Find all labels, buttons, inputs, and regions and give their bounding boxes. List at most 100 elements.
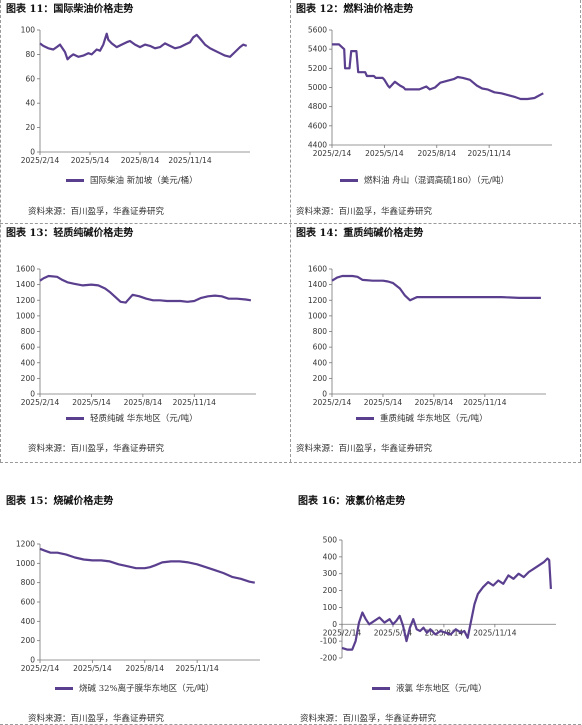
series-line (331, 274, 541, 302)
divider-horizontal (0, 462, 581, 463)
x-tick-label: 2025/2/14 (313, 398, 352, 407)
chart-panel-13: 图表 13：轻质纯碱价格走势 0 200 400 600 800 1000 1200 1400… (0, 224, 290, 459)
x-tick-label: 2025/5/14 (374, 628, 413, 637)
chart-panel-16: 图表 16：液氯价格走势 -200 -100 0 100 200 300 400 500 202… (292, 492, 582, 725)
chart-c15: 0 200 400 600 800 1000 1200 2025/2/14 2025/5/14 2… (16, 540, 260, 673)
y-tick-label: 1600 (16, 265, 35, 274)
x-tick-label: 2025/11/14 (173, 398, 216, 407)
series-line (332, 43, 544, 101)
chart-c12: 4400 4600 4800 5000 5200 5400 5600 2025/2/14 202… (308, 26, 552, 158)
y-tick-label: 800 (313, 327, 328, 336)
chart-title: 图表 15：烧碱价格走势 (6, 496, 114, 507)
y-tick-label: -100 (320, 637, 337, 646)
y-tick-label: 400 (323, 552, 338, 561)
legend-swatch (340, 178, 358, 182)
y-tick-label: 1200 (16, 540, 35, 549)
chart-c16: -200 -100 0 100 200 300 400 500 2025/2/14 2025/5/… (320, 536, 556, 663)
x-tick-label: 2025/5/14 (365, 149, 404, 158)
y-tick-label: 600 (313, 343, 328, 352)
legend-swatch (372, 686, 390, 690)
chart-panel-14: 图表 14：重质纯碱价格走势 0 200 400 600 800 1000 1200 1400… (290, 224, 582, 459)
series-line (39, 32, 248, 61)
source-note: 资料来源：百川盈孚，华鑫证券研究 (28, 714, 165, 724)
x-tick-label: 2025/8/14 (121, 156, 160, 165)
y-tick-label: 80 (25, 50, 35, 59)
source-note: 资料来源：百川盈孚，华鑫证券研究 (296, 444, 433, 454)
y-tick-label: 1400 (308, 280, 327, 289)
x-tick-label: 2025/5/14 (71, 156, 110, 165)
y-tick-label: 0 (30, 390, 35, 399)
y-tick-label: 20 (25, 123, 35, 132)
y-tick-label: 400 (21, 617, 36, 626)
series-line (39, 274, 252, 304)
y-tick-label: 1600 (308, 265, 327, 274)
x-tick-label: 2025/5/14 (364, 398, 403, 407)
y-tick-label: 600 (21, 598, 36, 607)
y-tick-label: 4400 (308, 141, 327, 150)
y-tick-label: 40 (25, 99, 35, 108)
y-tick-label: 5400 (308, 45, 327, 54)
legend: 重质纯碱 华东地区（元/吨） (356, 412, 488, 424)
y-tick-label: 200 (323, 586, 338, 595)
chart-panel-15: 图表 15：烧碱价格走势 0 200 400 600 800 1000 1200 2025/2… (0, 492, 292, 725)
x-tick-label: 2025/5/14 (72, 398, 111, 407)
source-note: 资料来源：百川盈孚，华鑫证券研究 (300, 714, 437, 724)
y-tick-label: 400 (313, 358, 328, 367)
series-line (341, 557, 552, 651)
series-line (39, 547, 256, 584)
x-tick-label: 2025/11/14 (473, 628, 516, 637)
y-tick-label: 0 (332, 620, 337, 629)
divider-horizontal (0, 223, 581, 224)
legend: 轻质纯碱 华东地区（元/吨） (66, 412, 198, 424)
chart-c11: 0 20 40 60 80 100 2025/2/14 2025/5/14 2025/8/14 2… (21, 26, 250, 165)
x-tick-label: 2025/11/14 (176, 664, 219, 673)
y-tick-label: 1000 (308, 311, 327, 320)
y-tick-label: 1200 (16, 296, 35, 305)
chart-title: 图表 13：轻质纯碱价格走势 (6, 228, 134, 239)
chart-panel-12: 图表 12：燃料油价格走势 4400 4600 4800 5000 5200 5400 56… (290, 0, 582, 222)
y-tick-label: 1000 (16, 559, 35, 568)
y-tick-label: 100 (21, 26, 36, 35)
x-tick-label: 2025/5/14 (73, 664, 112, 673)
x-tick-label: 2025/2/14 (313, 149, 352, 158)
y-tick-label: 60 (25, 74, 35, 83)
y-tick-label: 5600 (308, 26, 327, 35)
x-tick-label: 2025/8/14 (415, 398, 454, 407)
chart-c14: 0 200 400 600 800 1000 1200 1400 1600 2025/2/14 20… (308, 265, 546, 407)
y-tick-label: 800 (21, 578, 36, 587)
chart-title: 图表 11：国际柴油价格走势 (6, 4, 134, 15)
legend-swatch (55, 686, 73, 690)
chart-c13: 0 200 400 600 800 1000 1200 1400 1600 2025/2/14 20… (16, 265, 256, 407)
y-tick-label: 400 (21, 358, 36, 367)
legend: 液氯 华东地区（元/吨） (372, 682, 487, 694)
x-tick-label: 2025/2/14 (21, 664, 60, 673)
source-note: 资料来源：百川盈孚，华鑫证券研究 (296, 207, 433, 217)
divider-vertical (0, 0, 1, 462)
source-note: 资料来源：百川盈孚，华鑫证券研究 (28, 444, 165, 454)
y-tick-label: 1200 (308, 296, 327, 305)
y-tick-label: 300 (323, 569, 338, 578)
y-tick-label: 500 (323, 536, 338, 545)
y-tick-label: 4600 (308, 121, 327, 130)
x-tick-label: 2025/2/14 (323, 628, 362, 637)
chart-title: 图表 12：燃料油价格走势 (296, 4, 414, 15)
y-tick-label: 5200 (308, 64, 327, 73)
y-tick-label: 4800 (308, 102, 327, 111)
x-tick-label: 2025/8/14 (124, 398, 163, 407)
x-tick-label: 2025/2/14 (21, 156, 60, 165)
x-tick-label: 2025/11/14 (468, 149, 511, 158)
legend: 燃料油 舟山（混调高硫180）（元/吨） (340, 174, 509, 186)
divider-vertical (290, 0, 291, 462)
x-tick-label: 2025/8/14 (126, 664, 165, 673)
y-tick-label: 600 (21, 343, 36, 352)
chart-panel-11: 图表 11：国际柴油价格走势 0 20 40 60 80 100 2025/2/14 2025… (0, 0, 290, 222)
y-tick-label: 0 (30, 656, 35, 665)
y-tick-label: 1400 (16, 280, 35, 289)
y-tick-label: 100 (323, 603, 338, 612)
x-tick-label: 2025/8/14 (418, 149, 457, 158)
y-tick-label: 800 (21, 327, 36, 336)
y-tick-label: 1000 (16, 311, 35, 320)
x-tick-label: 2025/11/14 (168, 156, 211, 165)
y-tick-label: 0 (30, 148, 35, 157)
x-tick-label: 2025/11/14 (463, 398, 506, 407)
